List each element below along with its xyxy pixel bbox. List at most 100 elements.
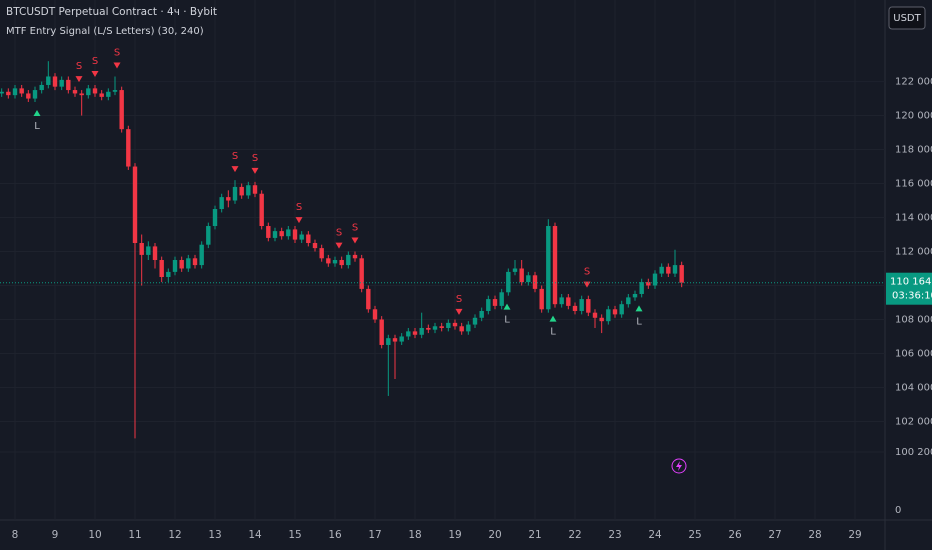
candle-body bbox=[32, 90, 38, 99]
short-signal-label: S bbox=[296, 202, 302, 213]
candle-body bbox=[239, 186, 244, 196]
candle-body bbox=[652, 273, 658, 286]
candle-body bbox=[386, 338, 391, 345]
candle-body bbox=[326, 258, 331, 264]
x-tick-label: 18 bbox=[408, 529, 421, 541]
y-tick-label: 118 000,0 bbox=[895, 145, 932, 156]
candle-body bbox=[479, 310, 484, 318]
y-tick-label: 106 000,0 bbox=[895, 348, 932, 359]
alert-icon[interactable] bbox=[671, 458, 687, 474]
candle-body bbox=[432, 326, 438, 330]
long-signal bbox=[549, 315, 557, 322]
candle-body bbox=[286, 229, 291, 237]
y-tick-label: 116 000,0 bbox=[895, 179, 932, 190]
candle-body bbox=[639, 282, 644, 294]
candle-body bbox=[26, 93, 31, 99]
candle-body bbox=[452, 322, 458, 327]
candle-body bbox=[72, 90, 78, 94]
short-signal bbox=[251, 167, 259, 174]
candle-body bbox=[146, 246, 151, 255]
long-signal-label: L bbox=[550, 327, 556, 338]
candle-body bbox=[546, 226, 551, 310]
candle-body bbox=[352, 254, 358, 259]
y-tick-label: 114 000,0 bbox=[895, 213, 932, 224]
candle-body bbox=[659, 266, 664, 274]
candle-body bbox=[0, 91, 4, 94]
candle-body bbox=[339, 260, 344, 266]
candle-body bbox=[246, 185, 251, 196]
candle-body bbox=[552, 226, 558, 305]
long-signal-label: L bbox=[504, 315, 510, 326]
candle-body bbox=[359, 258, 364, 289]
candle-body bbox=[292, 229, 298, 240]
candle-body bbox=[312, 243, 318, 249]
short-signal bbox=[75, 76, 83, 83]
short-signal bbox=[231, 166, 239, 173]
candle-body bbox=[66, 79, 71, 91]
candle-body bbox=[666, 266, 671, 274]
candle-body bbox=[579, 299, 584, 311]
x-tick-label: 27 bbox=[768, 529, 781, 541]
candle-body bbox=[259, 193, 264, 227]
short-signal-label: S bbox=[456, 294, 462, 305]
candle-body bbox=[92, 88, 98, 94]
candle-body bbox=[266, 226, 271, 238]
candle-body bbox=[166, 271, 171, 277]
candle-body bbox=[672, 265, 678, 274]
candle-body bbox=[192, 258, 198, 266]
last-price-label: 110 164,1 bbox=[890, 277, 932, 288]
candle-body bbox=[612, 309, 618, 315]
candle-body bbox=[399, 336, 404, 342]
candle-body bbox=[232, 186, 238, 201]
candle-body bbox=[306, 234, 311, 244]
candle-body bbox=[446, 322, 451, 328]
candle-body bbox=[332, 260, 338, 264]
candle-body bbox=[466, 324, 471, 332]
candle-body bbox=[179, 260, 184, 269]
countdown: 03:36:10 bbox=[892, 291, 932, 302]
candle-body bbox=[59, 79, 64, 87]
candle-body bbox=[512, 268, 518, 272]
candle-body bbox=[619, 304, 624, 315]
short-signal-label: S bbox=[114, 47, 120, 58]
candle-body bbox=[39, 84, 44, 91]
candle-body bbox=[52, 76, 58, 87]
candle-body bbox=[159, 260, 164, 277]
candle-body bbox=[572, 305, 578, 311]
candle-body bbox=[532, 275, 538, 289]
candle-body bbox=[119, 90, 124, 130]
candle-body bbox=[626, 297, 631, 305]
y-tick-label: 100 200,0 bbox=[895, 447, 932, 458]
y-tick-label: 102 000,0 bbox=[895, 416, 932, 427]
x-tick-label: 12 bbox=[168, 529, 181, 541]
x-tick-label: 29 bbox=[848, 529, 861, 541]
x-tick-label: 17 bbox=[368, 529, 381, 541]
candle-body bbox=[592, 312, 598, 318]
currency-label[interactable]: USDT bbox=[893, 13, 921, 24]
candle-body bbox=[646, 282, 651, 286]
short-signal-label: S bbox=[76, 61, 82, 72]
y-tick-label: 120 000,0 bbox=[895, 111, 932, 122]
short-signal bbox=[351, 237, 359, 244]
candle-body bbox=[539, 288, 544, 310]
short-signal-label: S bbox=[352, 223, 358, 234]
x-tick-label: 26 bbox=[728, 529, 742, 541]
currency-button[interactable] bbox=[888, 6, 926, 30]
candle-body bbox=[559, 297, 564, 305]
candle-body bbox=[186, 258, 191, 269]
candle-body bbox=[46, 76, 51, 85]
candle-body bbox=[426, 327, 431, 330]
candle-body bbox=[299, 234, 304, 240]
candle-body bbox=[279, 231, 284, 237]
x-tick-label: 25 bbox=[688, 529, 701, 541]
y-tick-label: 108 000,0 bbox=[895, 314, 932, 325]
chart-title: BTCUSDT Perpetual Contract · 4ч · Bybit bbox=[6, 6, 217, 18]
candle-body bbox=[499, 292, 504, 306]
candle-body bbox=[486, 299, 491, 311]
candle-body bbox=[606, 309, 611, 322]
y-tick-label: 122 000,0 bbox=[895, 77, 932, 88]
candle-body bbox=[586, 299, 591, 313]
short-signal bbox=[295, 217, 303, 224]
